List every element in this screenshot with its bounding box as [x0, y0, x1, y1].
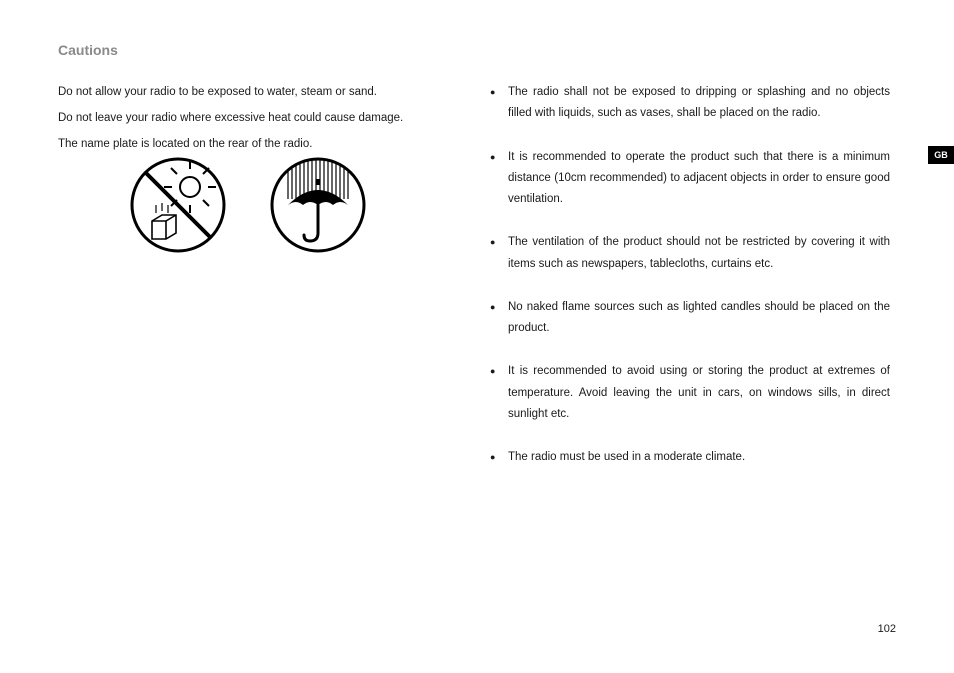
caution-icons-row	[128, 155, 368, 255]
section-heading: Cautions	[58, 42, 118, 58]
bullet-item: The radio shall not be exposed to drippi…	[490, 82, 890, 125]
document-page: Cautions Do not allow your radio to be e…	[0, 0, 954, 673]
page-number: 102	[878, 623, 896, 635]
bullet-item: The ventilation of the product should no…	[490, 232, 890, 275]
bullet-item: No naked flame sources such as lighted c…	[490, 297, 890, 340]
left-column: Do not allow your radio to be exposed to…	[58, 82, 458, 160]
bullet-item: It is recommended to avoid using or stor…	[490, 361, 890, 425]
no-sunlight-icon	[128, 155, 228, 255]
caution-text-1: Do not allow your radio to be exposed to…	[58, 82, 458, 104]
caution-text-2: Do not leave your radio where excessive …	[58, 108, 458, 130]
bullet-item: It is recommended to operate the product…	[490, 147, 890, 211]
bullet-item: The radio must be used in a moderate cli…	[490, 447, 890, 468]
caution-bullet-list: The radio shall not be exposed to drippi…	[490, 82, 890, 468]
language-tab: GB	[928, 146, 954, 164]
umbrella-rain-icon	[268, 155, 368, 255]
caution-text-3: The name plate is located on the rear of…	[58, 134, 458, 156]
right-column: The radio shall not be exposed to drippi…	[490, 82, 890, 490]
